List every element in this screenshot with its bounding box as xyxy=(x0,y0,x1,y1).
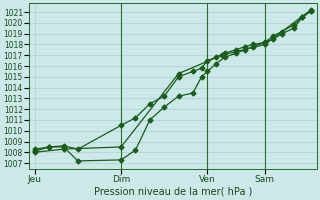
X-axis label: Pression niveau de la mer( hPa ): Pression niveau de la mer( hPa ) xyxy=(94,187,252,197)
